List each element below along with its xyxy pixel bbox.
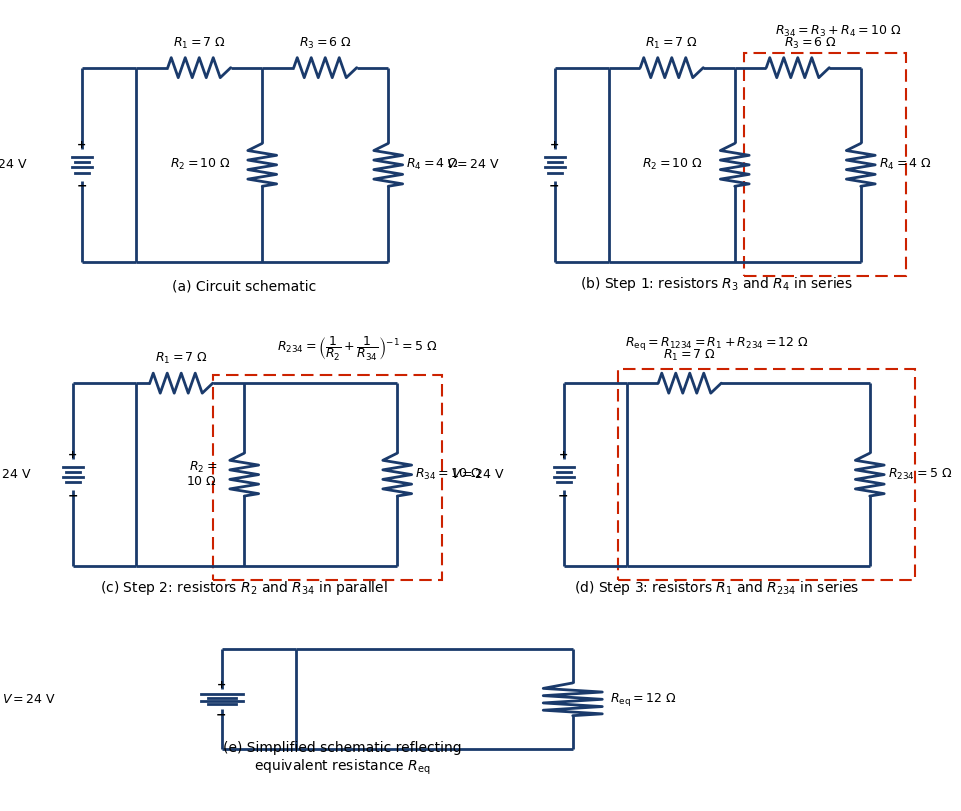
Text: +: + — [216, 680, 226, 690]
Bar — [212, 375, 442, 581]
Text: $R_{34} = R_3 + R_4 = 10\ \Omega$: $R_{34} = R_3 + R_4 = 10\ \Omega$ — [775, 24, 901, 39]
Text: $V = 24\ \mathrm{V}$: $V = 24\ \mathrm{V}$ — [447, 158, 501, 171]
Text: −: − — [216, 709, 227, 722]
Text: $R_4 = 4\ \Omega$: $R_4 = 4\ \Omega$ — [878, 157, 932, 173]
Text: $V = 24\ \mathrm{V}$: $V = 24\ \mathrm{V}$ — [451, 468, 505, 481]
Bar — [618, 369, 915, 581]
Text: $R_3 = 6\ \Omega$: $R_3 = 6\ \Omega$ — [299, 36, 352, 50]
Text: $R_2 = 10\ \Omega$: $R_2 = 10\ \Omega$ — [642, 157, 703, 173]
Text: $R_2 =$: $R_2 =$ — [189, 460, 217, 475]
Text: (e) Simplified schematic reflecting
equivalent resistance $R_{\mathrm{eq}}$: (e) Simplified schematic reflecting equi… — [223, 740, 461, 777]
Text: $R_2 = 10\ \Omega$: $R_2 = 10\ \Omega$ — [170, 157, 231, 173]
Text: +: + — [558, 450, 568, 460]
Text: $R_3 = 6\ \Omega$: $R_3 = 6\ \Omega$ — [784, 36, 837, 50]
Text: $R_1 = 7\ \Omega$: $R_1 = 7\ \Omega$ — [173, 36, 226, 50]
Text: $R_1 = 7\ \Omega$: $R_1 = 7\ \Omega$ — [645, 36, 699, 50]
Text: +: + — [77, 140, 86, 150]
Text: (c) Step 2: resistors $R_2$ and $R_{34}$ in parallel: (c) Step 2: resistors $R_2$ and $R_{34}$… — [100, 580, 388, 598]
Text: $V = 24\ \mathrm{V}$: $V = 24\ \mathrm{V}$ — [0, 468, 33, 481]
Text: $R_1 = 7\ \Omega$: $R_1 = 7\ \Omega$ — [663, 348, 716, 363]
Text: (b) Step 1: resistors $R_3$ and $R_4$ in series: (b) Step 1: resistors $R_3$ and $R_4$ in… — [580, 276, 853, 294]
Text: −: − — [558, 489, 569, 502]
Text: $10\ \Omega$: $10\ \Omega$ — [186, 475, 217, 488]
Text: (a) Circuit schematic: (a) Circuit schematic — [172, 280, 316, 294]
Text: $R_{234} = \left(\dfrac{1}{R_2} + \dfrac{1}{R_{34}}\right)^{-1} = 5\ \Omega$: $R_{234} = \left(\dfrac{1}{R_2} + \dfrac… — [277, 335, 438, 363]
Text: $R_{\mathrm{eq}} = 12\ \Omega$: $R_{\mathrm{eq}} = 12\ \Omega$ — [609, 691, 677, 708]
Text: −: − — [67, 489, 78, 502]
Text: $R_1 = 7\ \Omega$: $R_1 = 7\ \Omega$ — [155, 351, 208, 366]
Text: (d) Step 3: resistors $R_1$ and $R_{234}$ in series: (d) Step 3: resistors $R_1$ and $R_{234}… — [574, 580, 859, 598]
Text: +: + — [68, 450, 78, 460]
Text: $R_4 = 4\ \Omega$: $R_4 = 4\ \Omega$ — [407, 157, 459, 173]
Text: −: − — [77, 179, 87, 192]
Text: $R_{34} = 10\ \Omega$: $R_{34} = 10\ \Omega$ — [415, 467, 481, 483]
Text: $V = 24\ \mathrm{V}$: $V = 24\ \mathrm{V}$ — [0, 158, 28, 171]
Bar — [744, 54, 906, 277]
Text: +: + — [550, 140, 559, 150]
Text: $R_{\mathrm{eq}} = R_{1234} = R_1 + R_{234} = 12\ \Omega$: $R_{\mathrm{eq}} = R_{1234} = R_1 + R_{2… — [625, 335, 809, 352]
Text: $V = 24\ \mathrm{V}$: $V = 24\ \mathrm{V}$ — [2, 693, 56, 706]
Text: $R_{234} = 5\ \Omega$: $R_{234} = 5\ \Omega$ — [888, 467, 952, 483]
Text: −: − — [549, 179, 559, 192]
